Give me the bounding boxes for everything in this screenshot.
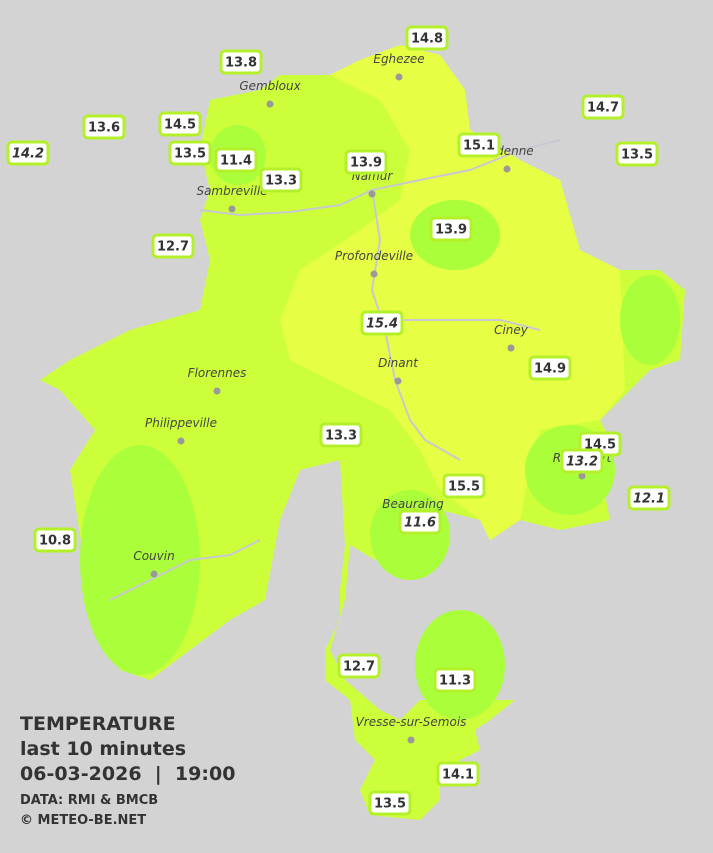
station-value: 12.7 <box>157 240 189 255</box>
station-value: 13.5 <box>621 148 653 163</box>
station-box <box>214 147 258 173</box>
station-value: 13.5 <box>174 147 206 162</box>
station-value: 13.8 <box>225 56 257 71</box>
town-dot <box>507 344 515 352</box>
station-box <box>581 94 625 120</box>
town-name: Beauraing <box>382 497 444 511</box>
station-box <box>560 448 604 474</box>
station-value: 14.5 <box>164 118 196 133</box>
town-name: Couvin <box>133 549 174 563</box>
rivers <box>109 139 561 601</box>
station-value: 13.3 <box>265 174 297 189</box>
legend: TEMPERATURE last 10 minutes 06-03-2026 |… <box>20 713 235 828</box>
station-box <box>436 761 480 787</box>
station-value: 14.1 <box>442 768 474 783</box>
station-box <box>168 140 212 166</box>
town-dot <box>266 100 274 108</box>
station-box <box>219 49 263 75</box>
station-box <box>433 667 477 693</box>
station-box <box>405 25 449 51</box>
town-name: Philippeville <box>145 416 217 430</box>
station-box <box>615 141 659 167</box>
station-box <box>528 355 572 381</box>
warm-zone <box>280 45 625 540</box>
town-name: Eghezee <box>373 52 424 66</box>
legend-datetime: 06-03-2026 | 19:00 <box>20 763 235 785</box>
station-value: 15.4 <box>366 317 398 332</box>
station-value: 13.2 <box>566 455 598 470</box>
town-dot <box>177 437 185 445</box>
town-name: Sambreville <box>196 184 267 198</box>
town-dot <box>395 73 403 81</box>
station-value: 13.5 <box>374 797 406 812</box>
station-value: 13.6 <box>88 121 120 136</box>
station-value: 13.3 <box>325 429 357 444</box>
station-box <box>360 310 404 336</box>
station-box <box>6 140 50 166</box>
station-value: 14.8 <box>411 32 443 47</box>
station-box <box>429 216 473 242</box>
station-value: 14.9 <box>534 362 566 377</box>
town-dot <box>407 736 415 744</box>
town-dot <box>368 190 376 198</box>
legend-subtitle: last 10 minutes <box>20 738 186 760</box>
town-dot <box>503 165 511 173</box>
station-box <box>627 485 671 511</box>
station-value: 11.4 <box>220 154 252 169</box>
station-value: 10.8 <box>39 534 71 549</box>
station-box <box>319 422 363 448</box>
station-box <box>442 473 486 499</box>
town-name: Florennes <box>188 366 247 380</box>
station-value: 14.7 <box>587 101 619 116</box>
station-value: 12.1 <box>633 492 665 507</box>
town-name: Gembloux <box>239 79 301 93</box>
legend-source: DATA: RMI & BMCB <box>20 793 158 808</box>
town-dot <box>150 570 158 578</box>
town-dot <box>394 377 402 385</box>
town-name: Ciney <box>494 323 529 337</box>
station-box <box>457 132 501 158</box>
station-value: 12.7 <box>343 660 375 675</box>
station-box <box>33 527 77 553</box>
station-value: 13.9 <box>350 156 382 171</box>
town-name: Profondeville <box>335 249 413 263</box>
town-dot <box>578 472 586 480</box>
town-name: Dinant <box>378 356 419 370</box>
town-dot <box>228 205 236 213</box>
station-value: 13.9 <box>435 223 467 238</box>
station-box <box>398 509 442 535</box>
station-value: 15.1 <box>463 139 495 154</box>
town-dot <box>213 387 221 395</box>
station-box <box>82 114 126 140</box>
station-box <box>344 149 388 175</box>
station-box <box>158 111 202 137</box>
station-box <box>151 233 195 259</box>
station-box <box>259 167 303 193</box>
station-value: 14.2 <box>12 147 44 162</box>
legend-credit: © METEO-BE.NET <box>20 813 146 828</box>
legend-title: TEMPERATURE <box>20 713 176 735</box>
town-name: Vresse-sur-Semois <box>356 715 467 729</box>
station-box <box>337 653 381 679</box>
station-value: 11.3 <box>439 674 471 689</box>
station-value: 15.5 <box>448 480 480 495</box>
station-box <box>368 790 412 816</box>
station-value: 11.6 <box>404 516 436 531</box>
town-dot <box>370 270 378 278</box>
